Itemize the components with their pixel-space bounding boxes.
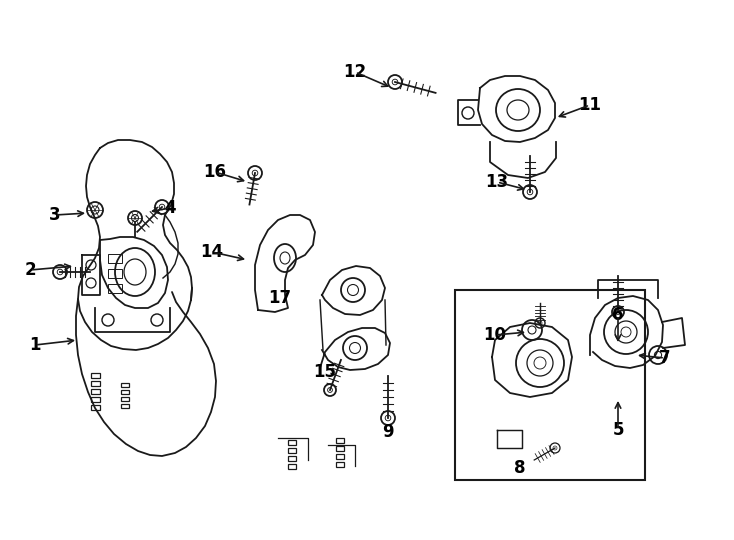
Bar: [108, 269, 122, 278]
Bar: [90, 381, 100, 386]
Bar: [288, 456, 296, 461]
Bar: [288, 464, 296, 469]
Text: 9: 9: [382, 423, 394, 441]
Bar: [121, 390, 129, 394]
Text: 15: 15: [313, 363, 336, 381]
Bar: [336, 446, 344, 451]
Text: 7: 7: [659, 349, 671, 367]
Bar: [288, 440, 296, 445]
Text: 1: 1: [29, 336, 41, 354]
Bar: [121, 404, 129, 408]
Bar: [90, 405, 100, 410]
Bar: [108, 254, 122, 263]
Text: 13: 13: [485, 173, 509, 191]
Text: 3: 3: [49, 206, 61, 224]
Text: 4: 4: [164, 199, 176, 217]
Text: 17: 17: [269, 289, 291, 307]
Text: 11: 11: [578, 96, 601, 114]
Bar: [108, 284, 122, 293]
Text: 8: 8: [515, 459, 526, 477]
Bar: [121, 397, 129, 401]
Text: 6: 6: [612, 306, 624, 324]
Text: 2: 2: [24, 261, 36, 279]
Bar: [90, 389, 100, 394]
Text: 10: 10: [484, 326, 506, 344]
Text: 12: 12: [344, 63, 366, 81]
Text: 14: 14: [200, 243, 224, 261]
Text: 16: 16: [203, 163, 227, 181]
Text: 5: 5: [612, 421, 624, 439]
Bar: [336, 462, 344, 467]
Bar: [90, 397, 100, 402]
Bar: [336, 438, 344, 443]
Bar: [455, 290, 645, 480]
Bar: [90, 373, 100, 378]
Bar: [288, 448, 296, 453]
Bar: [121, 383, 129, 387]
Bar: [336, 454, 344, 459]
